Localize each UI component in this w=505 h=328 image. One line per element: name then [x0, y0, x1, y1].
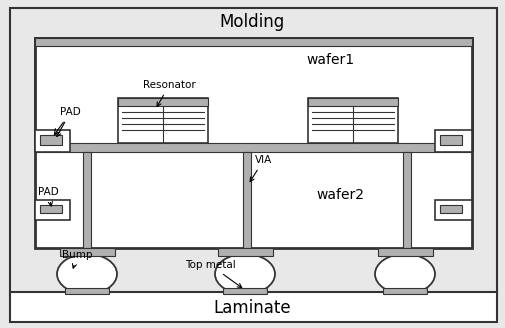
- Bar: [40, 205, 62, 213]
- Bar: [10, 292, 497, 322]
- Ellipse shape: [375, 254, 435, 294]
- Bar: [60, 248, 115, 256]
- Bar: [10, 8, 497, 295]
- Bar: [308, 98, 398, 106]
- Bar: [243, 152, 251, 248]
- Bar: [440, 135, 462, 145]
- Bar: [403, 152, 411, 248]
- Text: Bump: Bump: [62, 250, 92, 268]
- Text: Resonator: Resonator: [143, 80, 196, 107]
- Ellipse shape: [57, 254, 117, 294]
- Bar: [35, 143, 472, 152]
- Text: Molding: Molding: [219, 13, 285, 31]
- Text: Top metal: Top metal: [185, 260, 242, 288]
- Bar: [35, 38, 472, 150]
- Bar: [435, 200, 472, 220]
- Bar: [83, 152, 91, 248]
- Bar: [383, 288, 427, 294]
- Bar: [308, 98, 398, 143]
- Bar: [118, 98, 208, 143]
- Bar: [378, 248, 433, 256]
- Text: VIA: VIA: [250, 155, 272, 182]
- Text: PAD: PAD: [57, 107, 81, 136]
- Bar: [435, 130, 472, 152]
- Bar: [118, 98, 208, 106]
- Bar: [440, 205, 462, 213]
- Ellipse shape: [215, 254, 275, 294]
- Text: wafer1: wafer1: [306, 53, 354, 67]
- Text: PAD: PAD: [38, 187, 59, 206]
- Bar: [218, 248, 273, 256]
- Text: Laminate: Laminate: [213, 299, 291, 317]
- Bar: [35, 38, 472, 46]
- Bar: [65, 288, 109, 294]
- Bar: [223, 288, 267, 294]
- Bar: [35, 200, 70, 220]
- Bar: [35, 130, 70, 152]
- Bar: [35, 38, 472, 248]
- Text: wafer2: wafer2: [316, 188, 364, 202]
- Bar: [40, 135, 62, 145]
